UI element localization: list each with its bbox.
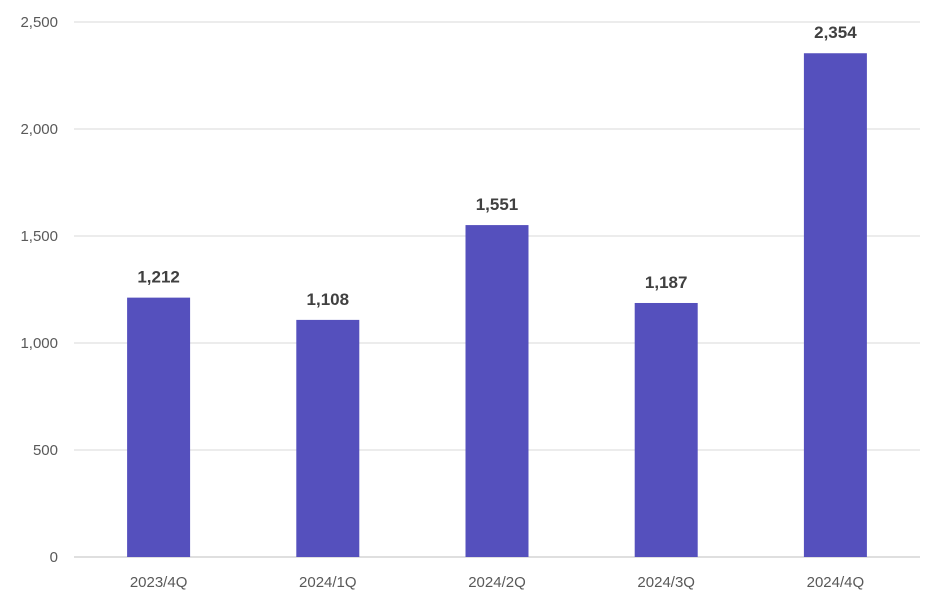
bar	[296, 319, 360, 557]
bar-value-label: 1,187	[645, 273, 688, 292]
y-tick-label: 1,000	[20, 335, 58, 352]
bars	[127, 53, 867, 558]
bar-value-label: 1,551	[476, 195, 519, 214]
data-labels: 1,212 1,108 1,551 1,187 2,354	[137, 23, 857, 309]
y-tick-label: 1,500	[20, 228, 58, 245]
x-tick-label: 2024/2Q	[468, 574, 526, 591]
bar	[127, 297, 191, 557]
x-tick-label: 2023/4Q	[130, 574, 188, 591]
bar-value-label: 2,354	[814, 23, 857, 42]
bar	[803, 53, 867, 558]
x-axis-ticks: 2023/4Q 2024/1Q 2024/2Q 2024/3Q 2024/4Q	[130, 574, 864, 591]
bar-value-label: 1,212	[137, 268, 180, 287]
x-tick-label: 2024/3Q	[637, 574, 695, 591]
y-axis-ticks: 0 500 1,000 1,500 2,000 2,500	[20, 14, 58, 566]
y-tick-label: 500	[33, 442, 58, 459]
bar-value-label: 1,108	[307, 290, 350, 309]
bar	[634, 302, 698, 557]
y-tick-label: 0	[50, 549, 58, 566]
bar	[465, 225, 529, 557]
y-tick-label: 2,500	[20, 14, 58, 31]
x-tick-label: 2024/1Q	[299, 574, 357, 591]
y-tick-label: 2,000	[20, 121, 58, 138]
x-tick-label: 2024/4Q	[807, 574, 865, 591]
